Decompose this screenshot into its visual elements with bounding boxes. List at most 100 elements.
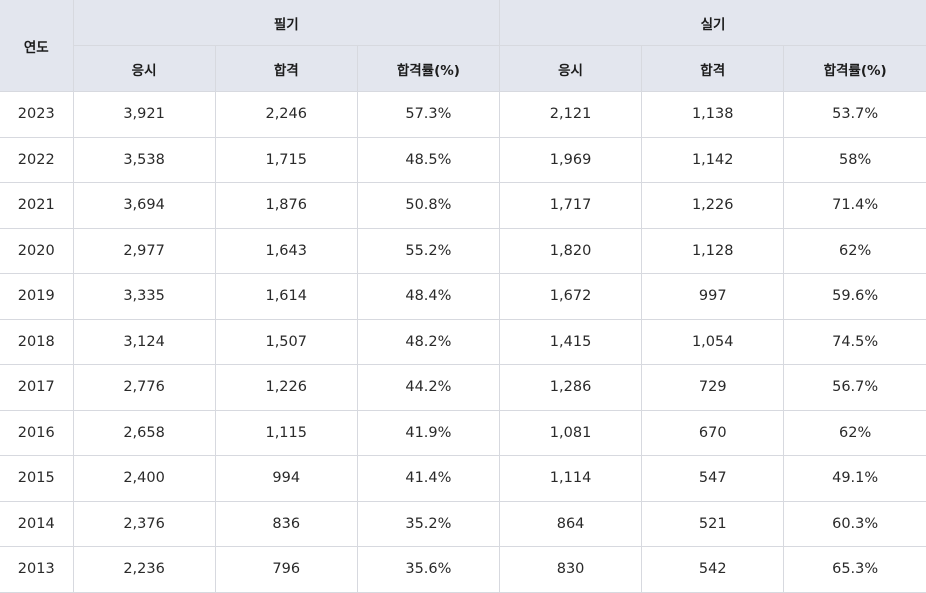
written-applicants-cell: 3,124 (72, 318, 216, 365)
table-header: 연도 필기 실기 응시 합격 합격률(%) 응시 합격 합격률(%) (0, 0, 926, 92)
practical-applicants-cell: 1,820 (498, 227, 643, 274)
practical-pass-rate-cell: 71.4% (783, 182, 926, 229)
written-passed-cell: 836 (214, 500, 358, 547)
practical-pass-rate-cell: 56.7% (783, 364, 926, 411)
practical-applicants-cell: 1,415 (498, 318, 643, 365)
written-applicants-cell: 2,977 (72, 227, 216, 274)
header-row-columns: 응시 합격 합격률(%) 응시 합격 합격률(%) (0, 45, 926, 92)
year-cell: 2019 (0, 273, 74, 320)
practical-applicants-cell: 1,672 (498, 273, 643, 320)
written-pass-rate-cell: 48.5% (356, 136, 500, 183)
practical-pass-rate-cell: 49.1% (783, 455, 926, 502)
practical-pass-rate-cell: 53.7% (783, 91, 926, 138)
practical-pass-rate-header: 합격률(%) (783, 45, 926, 92)
written-passed-cell: 1,715 (214, 136, 358, 183)
written-pass-rate-header: 합격률(%) (356, 45, 500, 92)
year-cell: 2021 (0, 182, 74, 229)
practical-applicants-cell: 2,121 (498, 91, 643, 138)
written-passed-cell: 1,643 (214, 227, 358, 274)
practical-pass-rate-cell: 62% (783, 227, 926, 274)
practical-passed-cell: 729 (641, 364, 785, 411)
written-applicants-cell: 2,776 (72, 364, 216, 411)
year-cell: 2018 (0, 318, 74, 365)
practical-passed-cell: 1,128 (641, 227, 785, 274)
table-row: 2014 2,376 836 35.2% 864 521 60.3% (0, 500, 926, 547)
written-applicants-cell: 3,335 (72, 273, 216, 320)
table-row: 2021 3,694 1,876 50.8% 1,717 1,226 71.4% (0, 182, 926, 229)
written-exam-header: 필기 (72, 0, 500, 46)
practical-applicants-cell: 1,286 (498, 364, 643, 411)
written-applicants-cell: 2,236 (72, 546, 216, 593)
practical-passed-cell: 547 (641, 455, 785, 502)
written-passed-header: 합격 (214, 45, 358, 92)
table-row: 2018 3,124 1,507 48.2% 1,415 1,054 74.5% (0, 318, 926, 365)
practical-passed-cell: 1,226 (641, 182, 785, 229)
year-cell: 2020 (0, 227, 74, 274)
written-pass-rate-cell: 48.2% (356, 318, 500, 365)
practical-pass-rate-cell: 59.6% (783, 273, 926, 320)
practical-applicants-cell: 830 (498, 546, 643, 593)
year-cell: 2015 (0, 455, 74, 502)
table-row: 2016 2,658 1,115 41.9% 1,081 670 62% (0, 409, 926, 456)
written-passed-cell: 1,115 (214, 409, 358, 456)
written-passed-cell: 1,507 (214, 318, 358, 365)
practical-applicants-cell: 1,081 (498, 409, 643, 456)
table-body: 2023 3,921 2,246 57.3% 2,121 1,138 53.7% 2022 3,… (0, 91, 926, 593)
practical-pass-rate-cell: 65.3% (783, 546, 926, 593)
practical-passed-header: 합격 (641, 45, 785, 92)
written-pass-rate-cell: 41.9% (356, 409, 500, 456)
practical-passed-cell: 1,142 (641, 136, 785, 183)
practical-pass-rate-cell: 62% (783, 409, 926, 456)
table-row: 2023 3,921 2,246 57.3% 2,121 1,138 53.7% (0, 91, 926, 138)
practical-passed-cell: 521 (641, 500, 785, 547)
written-applicants-cell: 2,658 (72, 409, 216, 456)
table-row: 2015 2,400 994 41.4% 1,114 547 49.1% (0, 455, 926, 502)
table-row: 2022 3,538 1,715 48.5% 1,969 1,142 58% (0, 136, 926, 183)
year-cell: 2016 (0, 409, 74, 456)
year-cell: 2022 (0, 136, 74, 183)
written-pass-rate-cell: 44.2% (356, 364, 500, 411)
practical-exam-header: 실기 (498, 0, 926, 46)
written-passed-cell: 1,876 (214, 182, 358, 229)
practical-pass-rate-cell: 60.3% (783, 500, 926, 547)
practical-applicants-cell: 864 (498, 500, 643, 547)
table-row: 2020 2,977 1,643 55.2% 1,820 1,128 62% (0, 227, 926, 274)
written-pass-rate-cell: 48.4% (356, 273, 500, 320)
practical-applicants-cell: 1,114 (498, 455, 643, 502)
practical-applicants-cell: 1,969 (498, 136, 643, 183)
written-pass-rate-cell: 57.3% (356, 91, 500, 138)
year-header: 연도 (0, 0, 74, 92)
practical-passed-cell: 997 (641, 273, 785, 320)
year-cell: 2014 (0, 500, 74, 547)
written-passed-cell: 1,226 (214, 364, 358, 411)
written-pass-rate-cell: 55.2% (356, 227, 500, 274)
written-pass-rate-cell: 35.6% (356, 546, 500, 593)
written-applicants-cell: 3,921 (72, 91, 216, 138)
written-applicants-cell: 3,538 (72, 136, 216, 183)
written-pass-rate-cell: 50.8% (356, 182, 500, 229)
header-row-groups: 연도 필기 실기 (0, 0, 926, 92)
table-row: 2019 3,335 1,614 48.4% 1,672 997 59.6% (0, 273, 926, 320)
table-row: 2013 2,236 796 35.6% 830 542 65.3% (0, 546, 926, 593)
practical-passed-cell: 670 (641, 409, 785, 456)
practical-passed-cell: 1,138 (641, 91, 785, 138)
practical-passed-cell: 1,054 (641, 318, 785, 365)
written-passed-cell: 1,614 (214, 273, 358, 320)
written-applicants-cell: 3,694 (72, 182, 216, 229)
written-passed-cell: 796 (214, 546, 358, 593)
written-passed-cell: 2,246 (214, 91, 358, 138)
year-cell: 2023 (0, 91, 74, 138)
written-applicants-cell: 2,400 (72, 455, 216, 502)
written-pass-rate-cell: 35.2% (356, 500, 500, 547)
written-passed-cell: 994 (214, 455, 358, 502)
written-applicants-cell: 2,376 (72, 500, 216, 547)
year-cell: 2013 (0, 546, 74, 593)
written-pass-rate-cell: 41.4% (356, 455, 500, 502)
written-applicants-header: 응시 (72, 45, 216, 92)
practical-passed-cell: 542 (641, 546, 785, 593)
year-cell: 2017 (0, 364, 74, 411)
practical-pass-rate-cell: 58% (783, 136, 926, 183)
practical-applicants-cell: 1,717 (498, 182, 643, 229)
table-row: 2017 2,776 1,226 44.2% 1,286 729 56.7% (0, 364, 926, 411)
